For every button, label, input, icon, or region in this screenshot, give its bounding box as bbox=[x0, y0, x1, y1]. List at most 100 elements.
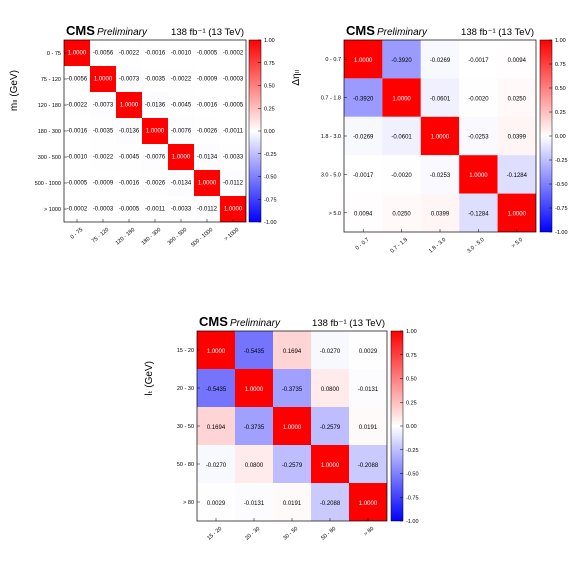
heatmap-cell bbox=[116, 196, 142, 222]
heatmap-cell bbox=[235, 331, 273, 369]
heatmap-cell bbox=[116, 118, 142, 144]
heatmap-cell bbox=[273, 407, 311, 445]
colorbar-tick-label: -1.00 bbox=[264, 220, 277, 226]
cell-value: 1.0000 bbox=[120, 103, 139, 109]
heatmap-cell bbox=[420, 193, 460, 232]
heatmap-cell bbox=[273, 369, 311, 407]
heatmap-cell bbox=[311, 331, 349, 369]
cell-value: 0.0800 bbox=[321, 387, 340, 393]
colorbar-tick-label: 0.00 bbox=[555, 134, 566, 140]
heatmap-cell bbox=[311, 369, 349, 407]
heatmap-cell bbox=[64, 66, 90, 92]
cell-value: -0.0022 bbox=[67, 103, 88, 109]
heatmap-cell bbox=[64, 144, 90, 170]
x-tick-label: 0.7 - 1.8 bbox=[390, 237, 409, 255]
x-tick-label: 120 - 180 bbox=[115, 227, 137, 247]
heatmap-cell bbox=[64, 196, 90, 222]
cell-value: -0.0033 bbox=[223, 155, 244, 161]
correlation-matrix-deta: CMS Preliminary 138 fb⁻¹ (13 TeV) Δηₗₗ 1.000… bbox=[290, 0, 580, 270]
cell-value: -0.0010 bbox=[171, 51, 192, 57]
cell-value: -0.1284 bbox=[468, 211, 489, 217]
heatmap-cell bbox=[197, 331, 235, 369]
cell-value: 1.0000 bbox=[354, 58, 373, 64]
heatmap-cell bbox=[90, 66, 116, 92]
heatmap-cell bbox=[142, 118, 168, 144]
cell-value: 0.0800 bbox=[245, 463, 264, 469]
colorbar-tick-label: 0.50 bbox=[264, 84, 275, 90]
heatmap-cell bbox=[197, 369, 235, 407]
luminosity-label: 138 fb⁻¹ (13 TeV) bbox=[312, 318, 385, 329]
colorbar-tick-label: -0.25 bbox=[264, 152, 277, 158]
y-tick-label: 15 - 20 bbox=[177, 348, 194, 354]
cell-value: -0.0270 bbox=[206, 463, 227, 469]
cms-label: CMS bbox=[346, 23, 375, 38]
heatmap-cell bbox=[344, 116, 383, 156]
cell-value: -0.0056 bbox=[93, 51, 114, 57]
cell-value: -0.0056 bbox=[67, 77, 88, 83]
cell-value: 0.0094 bbox=[508, 58, 527, 64]
cell-value: -0.0131 bbox=[358, 387, 379, 393]
heatmap-cell bbox=[90, 170, 116, 196]
cell-value: 1.0000 bbox=[146, 129, 165, 135]
heatmap-cell bbox=[459, 40, 498, 79]
heatmap-cell bbox=[459, 78, 498, 117]
cell-value: 1.0000 bbox=[469, 173, 488, 179]
colorbar-tick-label: 1.00 bbox=[406, 329, 417, 335]
heatmap-cell bbox=[194, 170, 220, 196]
preliminary-label: Preliminary bbox=[377, 27, 428, 38]
heatmap-cell bbox=[64, 118, 90, 144]
heatmap-cell bbox=[420, 155, 460, 194]
cms-label: CMS bbox=[199, 314, 228, 329]
cell-value: 0.0094 bbox=[354, 211, 373, 217]
cell-value: -0.0005 bbox=[67, 181, 88, 187]
y-tick-label: 75 - 120 bbox=[41, 77, 61, 83]
x-tick-label: 20 - 30 bbox=[244, 526, 261, 542]
heatmap-cell bbox=[382, 155, 421, 194]
preliminary-label: Preliminary bbox=[230, 318, 281, 329]
y-axis-title: mₗₗ (GeV) bbox=[9, 70, 20, 111]
colorbar-tick-label: 0.50 bbox=[406, 377, 417, 383]
cell-value: -0.0136 bbox=[119, 129, 140, 135]
heatmap-cell bbox=[349, 407, 387, 445]
heatmap-cell bbox=[90, 118, 116, 144]
cell-value: -0.0020 bbox=[468, 96, 489, 102]
cell-value: -0.3735 bbox=[244, 425, 265, 431]
heatmap-cell bbox=[142, 144, 168, 170]
heatmap-cell bbox=[459, 193, 498, 232]
cell-value: 0.0250 bbox=[508, 96, 527, 102]
heatmap-cell bbox=[64, 170, 90, 196]
heatmap-cell bbox=[235, 369, 273, 407]
x-tick-label: 1.8 - 3.0 bbox=[428, 237, 447, 255]
y-tick-label: 0 - 0.7 bbox=[325, 57, 341, 63]
x-tick-label: > 80 bbox=[363, 526, 375, 538]
cell-value: 1.0000 bbox=[94, 77, 113, 83]
heatmap-cell bbox=[116, 66, 142, 92]
y-tick-label: 180 - 300 bbox=[38, 129, 61, 135]
cell-value: -0.0010 bbox=[67, 155, 88, 161]
heatmap-cell bbox=[197, 483, 235, 521]
colorbar-tick-label: -0.75 bbox=[406, 495, 419, 501]
cell-value: 1.0000 bbox=[392, 96, 411, 102]
heatmap-cell bbox=[349, 331, 387, 369]
cell-value: -0.0022 bbox=[93, 155, 114, 161]
heatmap-cell bbox=[220, 144, 246, 170]
heatmap-cell bbox=[382, 193, 421, 232]
heatmap-cell bbox=[194, 196, 220, 222]
cell-value: 0.0250 bbox=[392, 211, 411, 217]
x-tick-label: 75 - 120 bbox=[91, 227, 110, 245]
x-tick-label: 30 - 50 bbox=[282, 526, 299, 542]
heatmap-cell bbox=[220, 118, 246, 144]
cell-value: -0.0022 bbox=[171, 77, 192, 83]
colorbar-tick-label: 0.00 bbox=[264, 129, 275, 135]
cell-value: -0.0269 bbox=[430, 58, 451, 64]
colorbar-tick-label: -0.25 bbox=[555, 158, 568, 164]
heatmap-cell bbox=[168, 40, 194, 66]
cell-value: -0.0601 bbox=[430, 96, 451, 102]
cell-value: -0.0035 bbox=[93, 129, 114, 135]
cell-value: 0.1694 bbox=[283, 349, 302, 355]
cell-value: -0.3920 bbox=[391, 58, 412, 64]
x-tick-label: 500 - 1000 bbox=[190, 227, 214, 249]
heatmap-cell bbox=[497, 78, 536, 117]
luminosity-label: 138 fb⁻¹ (13 TeV) bbox=[461, 27, 534, 38]
heatmap-cell bbox=[420, 78, 460, 117]
